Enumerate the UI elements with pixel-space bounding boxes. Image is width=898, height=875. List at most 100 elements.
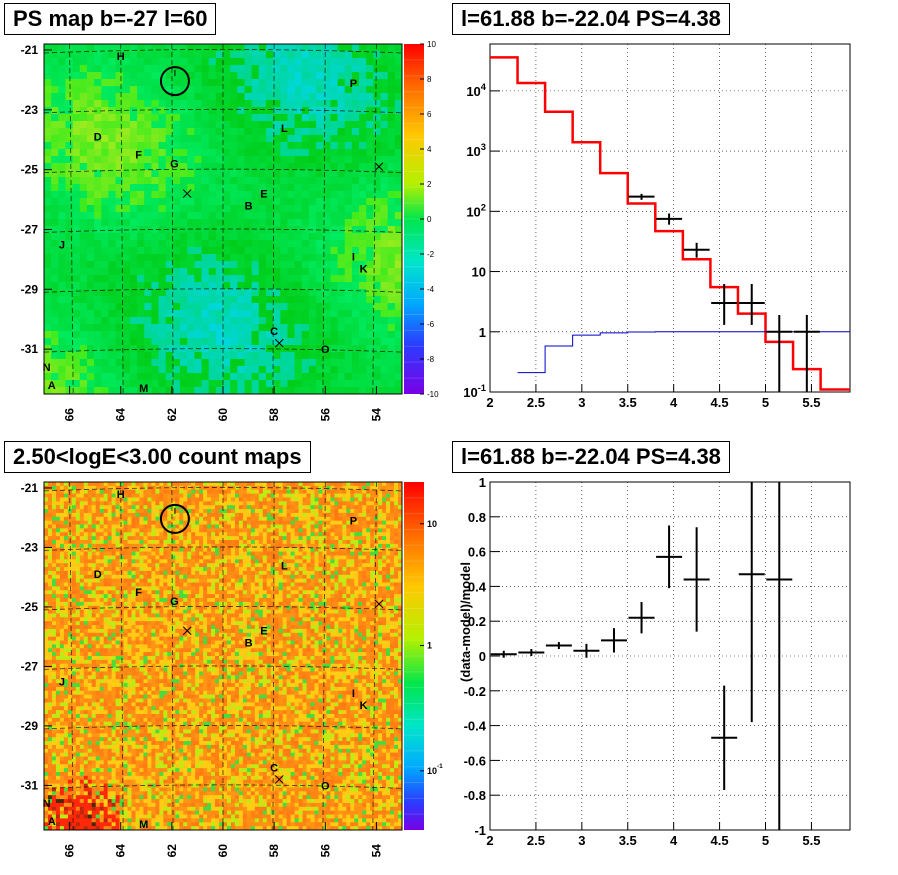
map-cell xyxy=(390,567,395,572)
map-cell xyxy=(115,205,124,213)
map-cell xyxy=(65,352,74,360)
map-cell xyxy=(129,86,138,94)
map-cell xyxy=(165,261,174,269)
map-cell xyxy=(44,373,52,381)
map-cell xyxy=(180,107,188,115)
map-cell xyxy=(373,65,381,73)
map-cell xyxy=(86,170,95,178)
map-cell xyxy=(108,212,116,220)
map-cell xyxy=(230,317,238,325)
map-cell xyxy=(258,524,264,529)
map-cell xyxy=(63,540,69,545)
map-cell xyxy=(318,512,323,518)
map-cell xyxy=(143,485,148,491)
map-cell xyxy=(230,65,238,73)
map-cell xyxy=(155,516,160,522)
map-cell xyxy=(251,254,260,262)
map-cell xyxy=(137,268,145,276)
map-cell xyxy=(108,247,116,255)
map-cell xyxy=(242,574,248,580)
map-cell xyxy=(223,516,228,522)
map-cell xyxy=(294,331,303,339)
map-cell xyxy=(83,482,89,487)
map-cell xyxy=(251,303,260,311)
map-cell xyxy=(187,226,195,234)
map-cell xyxy=(373,184,381,192)
map-cell xyxy=(83,512,89,518)
map-cell xyxy=(44,497,49,502)
map-cell xyxy=(199,520,204,525)
map-cell xyxy=(234,497,240,502)
map-cell xyxy=(86,275,95,283)
map-cell xyxy=(226,563,232,568)
map-cell xyxy=(282,574,288,580)
map-cell xyxy=(65,142,74,150)
map-cell xyxy=(115,331,124,339)
map-cell xyxy=(55,536,61,541)
map-cell xyxy=(115,58,124,66)
map-cell xyxy=(254,540,260,545)
map-cell xyxy=(201,121,210,129)
map-cell xyxy=(215,289,224,297)
map-cell xyxy=(344,72,353,80)
map-cell xyxy=(143,543,148,549)
map-cell xyxy=(258,532,264,537)
map-cell xyxy=(59,501,65,506)
map-cell xyxy=(274,516,280,522)
map-cell xyxy=(344,149,353,157)
map-cell xyxy=(366,520,371,525)
map-cell xyxy=(79,380,88,388)
map-cell xyxy=(344,135,353,143)
map-cell xyxy=(187,142,195,150)
map-cell xyxy=(187,86,195,94)
map-cell xyxy=(101,226,109,234)
map-cell xyxy=(86,191,95,199)
map-cell xyxy=(294,528,299,533)
map-cell xyxy=(194,184,202,192)
map-cell xyxy=(373,310,381,318)
map-cell xyxy=(127,516,132,522)
map-cell xyxy=(265,310,274,318)
map-cell xyxy=(151,482,156,487)
map-cell xyxy=(55,559,61,564)
map-cell xyxy=(91,540,97,545)
map-cell xyxy=(163,555,168,560)
map-cell xyxy=(226,532,232,537)
map-cell xyxy=(390,528,395,533)
map-cell xyxy=(44,184,52,192)
map-cell xyxy=(115,310,124,318)
map-cell xyxy=(91,578,97,583)
map-cell xyxy=(115,578,120,583)
map-cell xyxy=(223,170,231,178)
map-cell xyxy=(139,563,144,568)
map-cell xyxy=(207,543,212,549)
map-cell xyxy=(316,373,324,381)
map-cell xyxy=(294,212,303,220)
map-cell xyxy=(306,574,311,580)
map-cell xyxy=(211,551,216,556)
map-cell xyxy=(159,540,164,545)
map-cell xyxy=(51,310,59,318)
map-cell xyxy=(350,485,355,491)
map-cell xyxy=(94,345,102,353)
map-cell xyxy=(151,352,159,360)
map-cell xyxy=(94,93,102,101)
map-cell xyxy=(207,512,212,518)
map-cell xyxy=(258,366,267,374)
map-cell xyxy=(187,387,195,395)
map-cell xyxy=(254,505,260,510)
map-cell xyxy=(223,226,231,234)
map-cell xyxy=(137,107,145,115)
map-cell xyxy=(59,532,65,537)
map-cell xyxy=(155,540,160,545)
map-cell xyxy=(127,551,132,556)
map-cell xyxy=(330,100,338,108)
map-cell xyxy=(94,100,102,108)
map-cell xyxy=(308,149,317,157)
map-cell xyxy=(158,177,167,185)
map-cell xyxy=(79,135,88,143)
map-cell xyxy=(237,163,245,171)
map-cell xyxy=(163,509,168,514)
map-cell xyxy=(258,219,267,227)
map-cell xyxy=(266,482,272,487)
